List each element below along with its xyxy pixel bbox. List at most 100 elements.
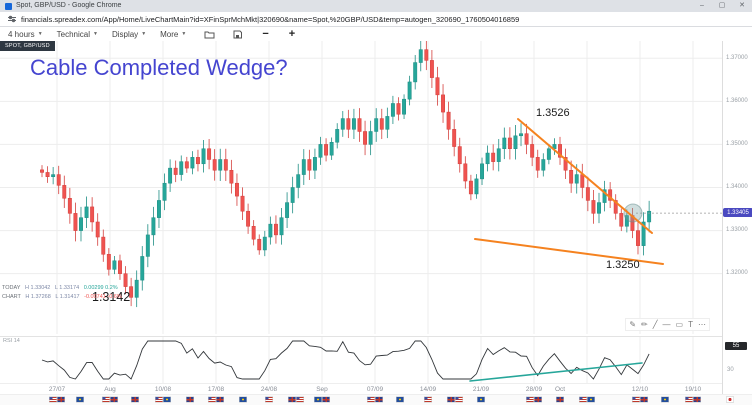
pencil-icon[interactable]: ✎ bbox=[629, 320, 637, 329]
chart-annotation-text[interactable]: Cable Completed Wedge? bbox=[30, 55, 288, 80]
candle-body bbox=[546, 148, 551, 160]
candle-body bbox=[40, 169, 44, 173]
more-tools-icon[interactable]: ⋯ bbox=[698, 320, 706, 329]
price-axis[interactable]: 1.33405 55 30 1.37000 1.36000 1.35000 1.340… bbox=[722, 41, 752, 394]
close-button[interactable]: ✕ bbox=[739, 2, 745, 9]
level-label-low[interactable]: 1.3142 bbox=[92, 290, 131, 304]
candle-body bbox=[168, 167, 173, 184]
maximize-button[interactable]: ▢ bbox=[718, 2, 726, 9]
calendar-event-group[interactable] bbox=[186, 397, 194, 402]
candle-body bbox=[51, 174, 56, 177]
zoom-out-button[interactable]: − bbox=[262, 28, 269, 40]
rectangle-icon[interactable]: ▭ bbox=[675, 320, 684, 329]
rsi-trendline[interactable] bbox=[469, 362, 643, 382]
pen-icon[interactable]: ✏ bbox=[641, 320, 648, 329]
legend-chart-change: -0.00741 bbox=[84, 294, 106, 300]
flag-us-icon bbox=[455, 397, 463, 402]
calendar-event-group[interactable] bbox=[396, 397, 404, 402]
legend-chart-percent: -0.6% bbox=[107, 294, 122, 300]
calendar-event-group[interactable] bbox=[208, 397, 224, 402]
candle-body bbox=[56, 174, 61, 186]
candle-body bbox=[129, 286, 134, 298]
highlight-circle[interactable] bbox=[623, 203, 643, 223]
calendar-event-group[interactable] bbox=[131, 397, 139, 402]
calendar-event-group[interactable] bbox=[447, 397, 463, 402]
address-bar[interactable]: financials.spreadex.com/App/Home/LiveCha… bbox=[0, 12, 752, 27]
level-label-upper[interactable]: 1.3526 bbox=[536, 107, 570, 119]
calendar-event-group[interactable] bbox=[155, 397, 171, 402]
url-text[interactable]: financials.spreadex.com/App/Home/LiveCha… bbox=[21, 14, 520, 24]
candle-body bbox=[491, 152, 496, 162]
chevron-down-icon: ▼ bbox=[93, 31, 98, 37]
candle-body bbox=[580, 174, 585, 188]
rsi-indicator-label[interactable]: RSI 14 bbox=[3, 338, 20, 344]
rsi-level-label: 30 bbox=[727, 367, 734, 373]
candle-body bbox=[569, 170, 574, 184]
candle-body bbox=[123, 273, 128, 287]
zoom-in-button[interactable]: + bbox=[288, 28, 296, 40]
candle-body bbox=[212, 159, 217, 171]
calendar-event-group[interactable] bbox=[288, 397, 304, 402]
candle-body bbox=[307, 159, 312, 171]
site-info-icon[interactable] bbox=[8, 15, 16, 23]
flag-uk-icon bbox=[216, 397, 224, 402]
candle-body bbox=[435, 77, 440, 96]
horizontal-line-icon[interactable]: — bbox=[662, 320, 671, 329]
display-menu[interactable]: Display ▼ bbox=[112, 30, 146, 39]
candle-body bbox=[201, 148, 206, 165]
save-chart-icon[interactable] bbox=[233, 30, 243, 39]
calendar-event-group[interactable] bbox=[685, 397, 701, 402]
flag-uk-icon bbox=[693, 397, 701, 402]
rsi-pane[interactable]: RSI 14 bbox=[0, 336, 722, 384]
level-label-lower[interactable]: 1.3250 bbox=[606, 259, 640, 271]
calendar-event-group[interactable] bbox=[477, 397, 485, 402]
flag-us-icon bbox=[367, 397, 375, 402]
candle-body bbox=[296, 174, 301, 188]
calendar-event-group[interactable] bbox=[632, 397, 648, 402]
text-tool-icon[interactable]: T bbox=[688, 320, 693, 329]
current-price-badge: 1.33405 bbox=[723, 208, 752, 218]
calendar-event-group[interactable] bbox=[367, 397, 383, 402]
calendar-event-group[interactable] bbox=[76, 397, 84, 402]
candle-body bbox=[368, 131, 373, 145]
candle-body bbox=[457, 146, 462, 165]
candlestick-chart[interactable]: SPOT, GBP/USD Cable Completed Wedge? 1.3… bbox=[0, 41, 722, 334]
calendar-event-group[interactable] bbox=[526, 397, 542, 402]
flag-uk-icon bbox=[375, 397, 383, 402]
flag-uk-icon bbox=[322, 397, 330, 402]
calendar-event-group[interactable] bbox=[314, 397, 330, 402]
time-tick-label: 10/08 bbox=[154, 386, 172, 393]
price-axis-label: 1.35000 bbox=[726, 140, 748, 147]
calendar-event-group[interactable] bbox=[239, 397, 247, 402]
minimize-button[interactable]: – bbox=[700, 2, 704, 9]
calendar-event-group[interactable] bbox=[49, 397, 65, 402]
calendar-event-group[interactable] bbox=[726, 397, 734, 402]
flag-us-icon bbox=[579, 397, 587, 402]
calendar-event-group[interactable] bbox=[265, 397, 273, 402]
trendline-icon[interactable]: ╱ bbox=[652, 320, 658, 329]
time-tick-label: 17/08 bbox=[207, 386, 225, 393]
calendar-event-group[interactable] bbox=[556, 397, 564, 402]
open-chart-icon[interactable] bbox=[204, 30, 215, 39]
candle-body bbox=[619, 213, 624, 227]
wedge-lower-trendline[interactable] bbox=[474, 238, 664, 265]
flag-uk-icon bbox=[447, 397, 455, 402]
calendar-event-group[interactable] bbox=[579, 397, 595, 402]
timeframe-menu[interactable]: 4 hours ▼ bbox=[8, 30, 43, 39]
time-axis[interactable]: 27/07 Aug 10/08 17/08 24/08 Sep 07/09 14/09 21/0… bbox=[0, 383, 722, 395]
more-menu[interactable]: More ▼ bbox=[160, 30, 186, 39]
wedge-upper-trendline[interactable] bbox=[517, 118, 653, 234]
candle-body bbox=[229, 170, 234, 184]
flag-us-icon bbox=[208, 397, 216, 402]
candle-body bbox=[151, 217, 156, 236]
calendar-event-group[interactable] bbox=[661, 397, 669, 402]
chart-toolbar: 4 hours ▼ Technical ▼ Display ▼ More ▼ −… bbox=[0, 27, 752, 42]
candle-body bbox=[45, 172, 50, 177]
candle-body bbox=[402, 98, 407, 115]
technical-menu[interactable]: Technical ▼ bbox=[57, 30, 98, 39]
rsi-value-badge: 55 bbox=[725, 342, 747, 350]
candle-body bbox=[301, 159, 306, 175]
calendar-event-group[interactable] bbox=[424, 397, 432, 402]
calendar-event-group[interactable] bbox=[102, 397, 118, 402]
flag-us-icon bbox=[155, 397, 163, 402]
